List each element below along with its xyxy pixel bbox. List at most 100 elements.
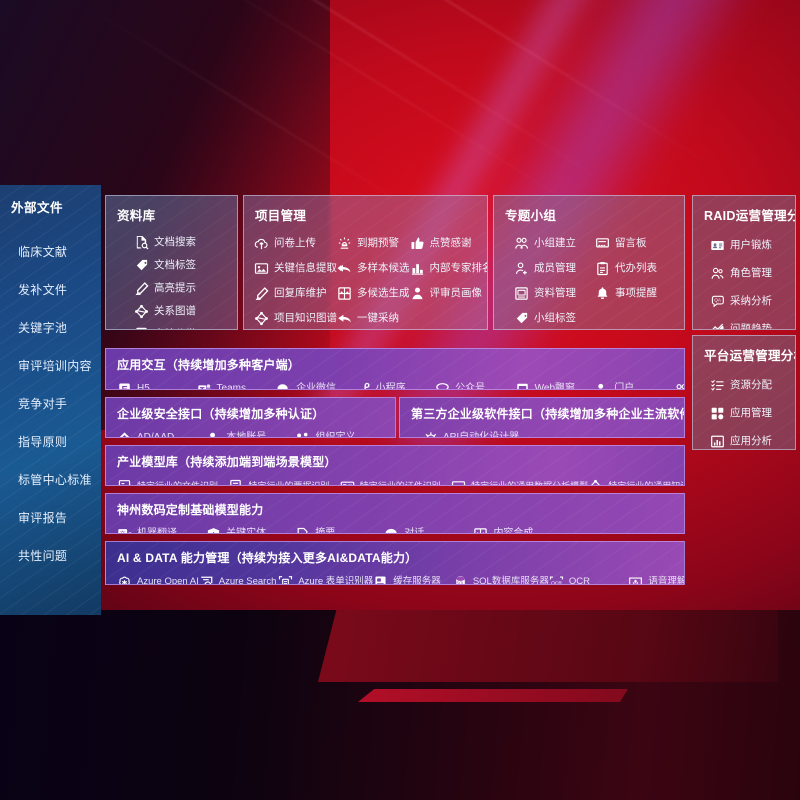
feature-local-account[interactable]: 本地账号 [206,428,295,437]
app-strip-title: 应用交互（持续增加多种客户端） [117,358,301,372]
svg-text:A: A [212,532,216,535]
feature-project-knowledge-graph[interactable]: 项目知识图谱 [254,306,337,329]
feature-web-window[interactable]: Web飘窗 [515,379,595,389]
feature-speech-understanding[interactable]: 语音理解 [628,572,684,584]
search-box-icon [199,575,214,584]
feature-summary[interactable]: 摘要 [295,524,384,533]
svg-text:QA: QA [714,297,722,302]
feature-azure-openai[interactable]: Azure Open AI [117,572,199,584]
sidebar-item-keyword-pool[interactable]: 关键字池 [18,321,68,335]
sidebar-item-guidelines[interactable]: 指导原则 [18,435,68,449]
id-card-icon [340,479,355,485]
feature-key-info-extract[interactable]: 关键信息提取 [254,256,337,281]
model-strip-items: 特定行业的文件识别 特定行业的票据识别 特定行业的证件识别 特定行业的通用数据分… [106,470,684,485]
feature-reviewer-portrait[interactable]: 评审员画像 [410,281,488,306]
sidebar-item-standards-center[interactable]: 标管中心标准 [18,473,92,487]
knowledge-graph-icon [254,311,269,326]
pen-edit-icon [254,286,269,301]
feature-file-recognition[interactable]: 特定行业的文件识别 [117,476,228,485]
feature-issue-trend[interactable]: 问题趋势 [710,315,787,329]
ai-data-strip-items: Azure Open AI Azure Search Azure 表单识别器 缓… [106,566,684,584]
feature-highlight-hint[interactable]: 高亮提示 [134,277,229,300]
feature-app-analysis[interactable]: 应用分析 [710,427,787,449]
feature-group-tag[interactable]: 小组标签 [514,306,595,329]
alarm-light-icon [337,236,352,251]
model-strip-title: 产业模型库（持续添加端到端场景模型） [117,455,337,469]
feature-role-management[interactable]: 角色管理 [710,259,787,287]
base-model-strip-items: 文A 机器翻译 A 关键实体 摘要 对话 内容合成 [106,518,684,535]
feature-knowledge-graph-model[interactable]: 特定行业的通用知识图谱模型 [588,476,684,485]
feature-questionnaire-upload[interactable]: 问卷上传 [254,231,337,256]
feature-multi-sample-candidate[interactable]: 多样本候选 [337,256,410,281]
org-define-icon [295,431,310,438]
feature-item-reminder[interactable]: 事项提醒 [595,281,676,306]
feature-teams[interactable]: Teams [197,379,277,389]
cloud-upload-icon [254,236,269,251]
sidebar-item-common-issues[interactable]: 共性问题 [18,549,68,563]
background-red-shape [318,610,778,682]
feature-miniprogram[interactable]: 小程序 [356,379,436,389]
feature-machine-translation[interactable]: 文A 机器翻译 [117,524,206,533]
feature-receipt-recognition[interactable]: 特定行业的票据识别 [228,476,339,485]
feature-one-click-adopt[interactable]: 一键采纳 [337,306,410,329]
feature-app-management[interactable]: 应用管理 [710,399,787,427]
sidebar-item-review-report[interactable]: 审评报告 [18,511,68,525]
platform-analytics-card: 平台运营管理分析 资源分配 应用管理 应用分析 [692,335,796,450]
sidebar-item-competitors[interactable]: 竞争对手 [18,397,68,411]
feature-wecom[interactable]: 企业微信 [276,379,356,389]
feature-portal[interactable]: 门户 [594,379,674,389]
feature-api-designer[interactable]: API自动化设计器 [411,428,674,437]
feature-org-define[interactable]: 组织定义 [295,428,384,438]
feature-azure-search[interactable]: Azure Search [199,572,279,584]
feature-chat[interactable]: 对话 [384,524,473,533]
sidebar-item-clinical-literature[interactable]: 临床文献 [18,245,68,259]
summary-doc-icon [295,527,310,533]
feature-internal-expert-ranking[interactable]: 内部专家排名 [410,256,487,281]
feature-h5[interactable]: H5 [117,379,197,389]
project-management-card: 项目管理 问卷上传 到期预警 点赞感谢 关键信息提取 [243,195,488,330]
feature-id-recognition[interactable]: 特定行业的证件识别 [340,476,451,485]
topic-group-card: 专题小组 小组建立 留言板 成员管理 代办列表 [493,195,685,330]
trend-chart-icon [710,322,725,329]
feature-user-training[interactable]: 用户锻炼 [710,231,787,259]
feature-content-synthesis[interactable]: 内容合成 [473,524,562,533]
web-window-icon [515,382,530,389]
receipt-recognize-icon [228,479,243,485]
app-grid-icon [710,406,725,421]
feature-relation-graph[interactable]: 关系图谱 [134,300,229,323]
feature-dialog[interactable]: 对话 [674,379,684,389]
base-model-strip-title: 神州数码定制基础模型能力 [117,503,264,517]
third-party-strip-items: API自动化设计器 [400,422,684,437]
miniprogram-icon [356,382,371,389]
third-party-software-strip: 第三方企业级软件接口（持续增加多种企业主流软件接口） API自动化设计器 [399,397,685,438]
ocr-icon: OCR [549,575,564,584]
feature-multi-candidate-generate[interactable]: 多候选生成 [337,281,410,306]
feature-todo-list[interactable]: 代办列表 [595,256,676,281]
app-strip-items: H5 Teams 企业微信 小程序 公众号 [106,373,684,389]
feature-ocr[interactable]: OCR OCR [549,572,629,584]
feature-adoption-analysis[interactable]: QA 采纳分析 [710,287,787,315]
bar-ranking-icon [410,261,425,276]
feature-key-entity[interactable]: A 关键实体 [206,524,295,535]
feature-member-management[interactable]: 成员管理 [514,256,595,281]
feature-official-account[interactable]: 公众号 [435,379,515,389]
sidebar-item-review-training[interactable]: 审评培训内容 [18,359,92,373]
feature-document-classify[interactable]: 文档分类 [134,323,229,329]
feature-thanks-like[interactable]: 点赞感谢 [410,231,488,256]
feature-cache-server[interactable]: 缓存服务器 [373,572,453,584]
feature-expiry-alert[interactable]: 到期预警 [337,231,410,256]
external-files-sidebar: 外部文件 临床文献 发补文件 关键字池 审评培训内容 竞争对手 指导原则 标管中… [0,185,101,615]
feature-reply-library-maintain[interactable]: 回复库维护 [254,281,337,306]
feature-ad-aad[interactable]: AD/AAD [117,428,206,437]
feature-data-analysis-model[interactable]: 特定行业的通用数据分析模型 [451,476,588,485]
speech-icon [628,575,643,584]
feature-group-create[interactable]: 小组建立 [514,231,595,256]
feature-resource-allocation[interactable]: 资源分配 [710,371,787,399]
feature-message-board[interactable]: 留言板 [595,231,676,256]
feature-sql-database[interactable]: SQL SQL数据库服务器 [453,572,549,584]
sidebar-item-supplement-docs[interactable]: 发补文件 [18,283,68,297]
feature-material-management[interactable]: 资料管理 [514,281,595,306]
feature-form-recognizer[interactable]: Azure 表单识别器 [278,572,373,584]
feature-document-tag[interactable]: 文档标签 [134,254,229,277]
feature-document-search[interactable]: 文档搜索 [134,231,229,254]
